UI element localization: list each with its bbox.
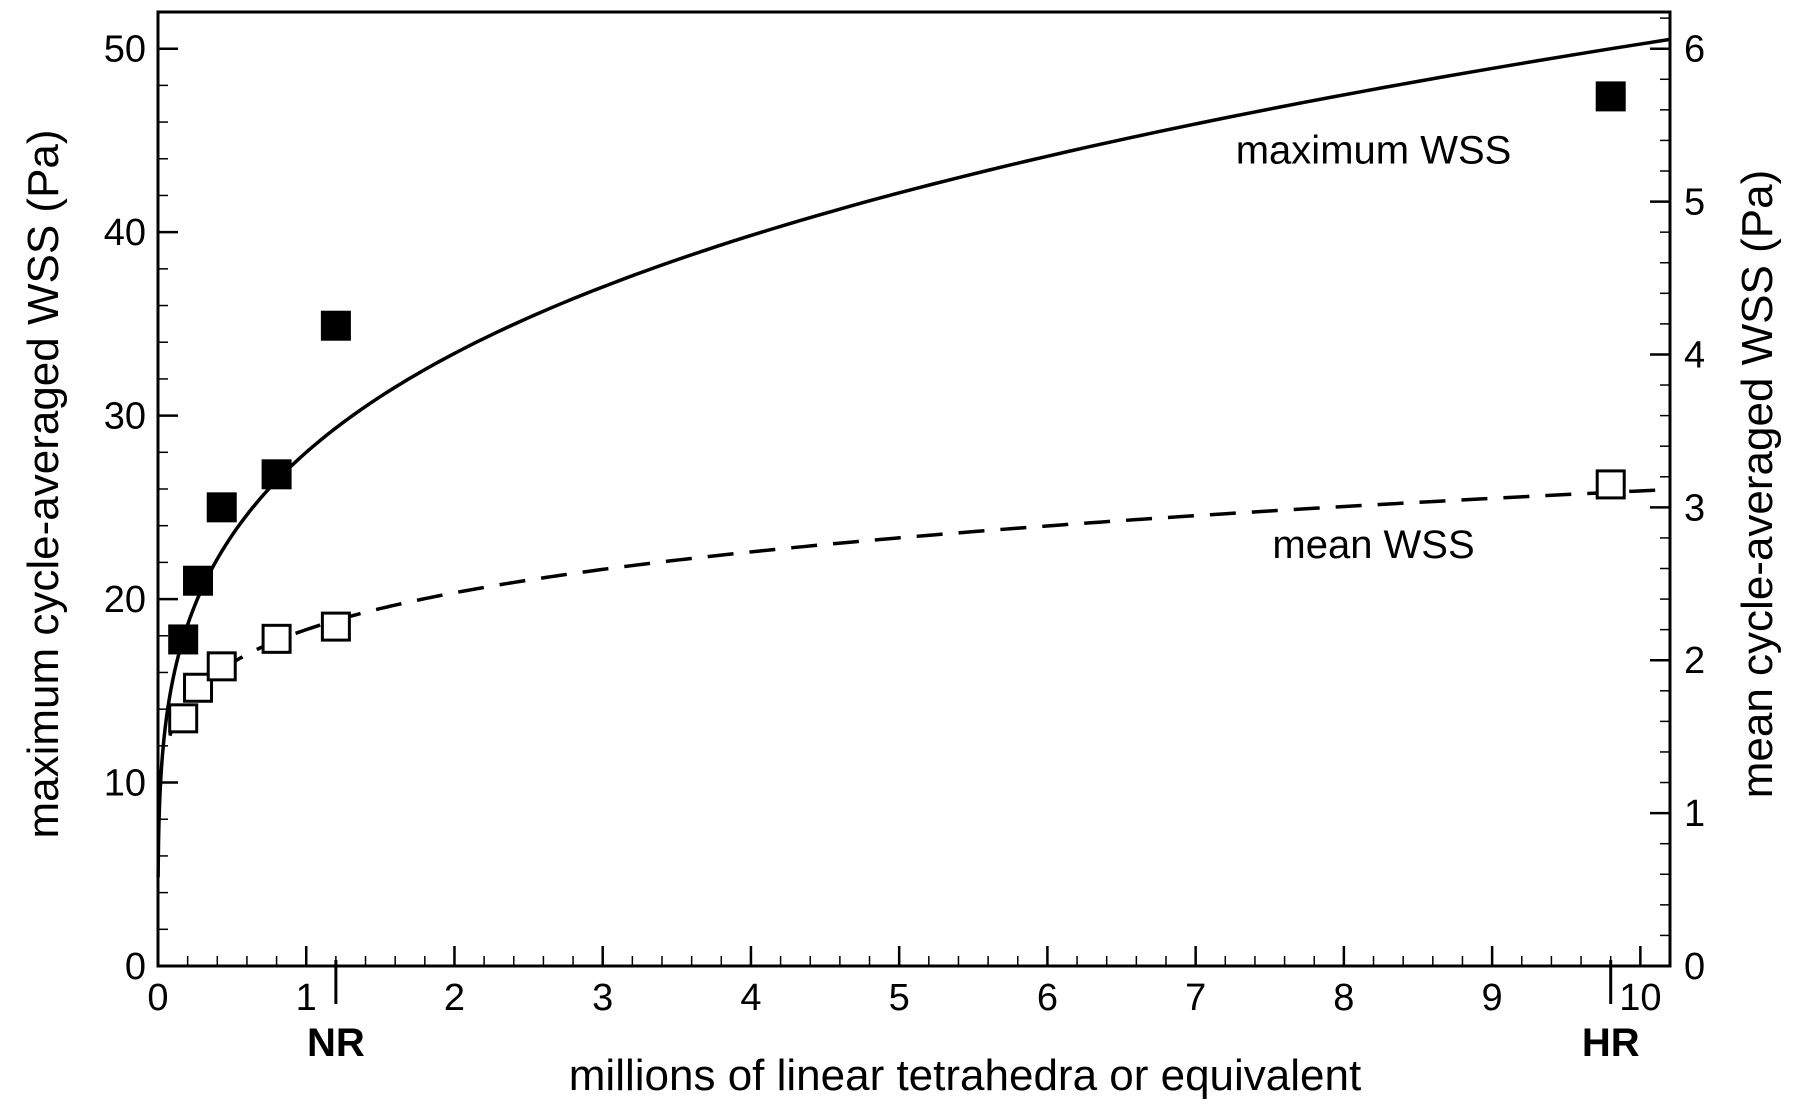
maximum-wss-point bbox=[168, 624, 199, 655]
x-tick-label: 10 bbox=[1619, 977, 1661, 1019]
mean-wss-point bbox=[261, 623, 292, 654]
x-tick-label: 9 bbox=[1482, 977, 1503, 1019]
series-annotations: maximum WSS mean WSS bbox=[1236, 129, 1512, 567]
axis-labels: millions of linear tetrahedra or equival… bbox=[19, 129, 1782, 1100]
left-y-tick-label: 0 bbox=[125, 946, 146, 988]
resolution-marker-label: NR bbox=[307, 1021, 365, 1065]
maximum-wss-point bbox=[183, 565, 214, 596]
maximum-wss-point bbox=[261, 459, 292, 490]
maximum-wss-fit-line bbox=[156, 37, 1671, 878]
right-y-tick-label: 1 bbox=[1684, 793, 1705, 835]
right-y-tick-label: 4 bbox=[1684, 334, 1705, 376]
resolution-marker-label: HR bbox=[1582, 1021, 1640, 1065]
x-tick-label: 7 bbox=[1185, 977, 1206, 1019]
right-y-tick-label: 5 bbox=[1684, 182, 1705, 224]
mean-wss-point bbox=[206, 651, 237, 682]
data-points bbox=[168, 81, 1626, 734]
maximum-wss-point bbox=[320, 310, 351, 341]
right-y-axis-title: mean cycle-averaged WSS (Pa) bbox=[1733, 170, 1782, 798]
x-tick-label: 8 bbox=[1333, 977, 1354, 1019]
right-y-tick-label: 2 bbox=[1684, 640, 1705, 682]
right-y-tick-label: 0 bbox=[1684, 946, 1705, 988]
mean-wss-point bbox=[1595, 469, 1626, 500]
x-tick-label: 1 bbox=[296, 977, 317, 1019]
left-y-tick-label: 20 bbox=[104, 579, 146, 621]
x-tick-label: 6 bbox=[1037, 977, 1058, 1019]
right-y-tick-label: 3 bbox=[1684, 487, 1705, 529]
fit-curves bbox=[156, 37, 1671, 878]
mean-wss-annotation: mean WSS bbox=[1272, 523, 1474, 567]
x-tick-label: 4 bbox=[740, 977, 761, 1019]
left-y-tick-label: 40 bbox=[104, 212, 146, 254]
x-tick-label: 5 bbox=[889, 977, 910, 1019]
left-y-tick-label: 10 bbox=[104, 763, 146, 805]
mean-wss-point bbox=[320, 611, 351, 642]
x-tick-label: 3 bbox=[592, 977, 613, 1019]
axis-ticks: 0 1 2 3 4 5 6 7 8 9 10 0 10 20 30 40 50 0 1 2 3 4 5 6 NR HR bbox=[104, 17, 1705, 1065]
maximum-wss-point bbox=[206, 492, 237, 523]
left-y-tick-label: 50 bbox=[104, 29, 146, 71]
left-y-tick-label: 30 bbox=[104, 396, 146, 438]
maximum-wss-annotation: maximum WSS bbox=[1236, 129, 1512, 173]
maximum-wss-point bbox=[1595, 81, 1626, 112]
x-tick-label: 2 bbox=[444, 977, 465, 1019]
x-tick-label: 0 bbox=[147, 977, 168, 1019]
left-y-axis-title: maximum cycle-averaged WSS (Pa) bbox=[19, 129, 68, 838]
mean-wss-point bbox=[168, 703, 199, 734]
x-axis-title: millions of linear tetrahedra or equival… bbox=[569, 1051, 1361, 1100]
right-y-tick-label: 6 bbox=[1684, 29, 1705, 71]
